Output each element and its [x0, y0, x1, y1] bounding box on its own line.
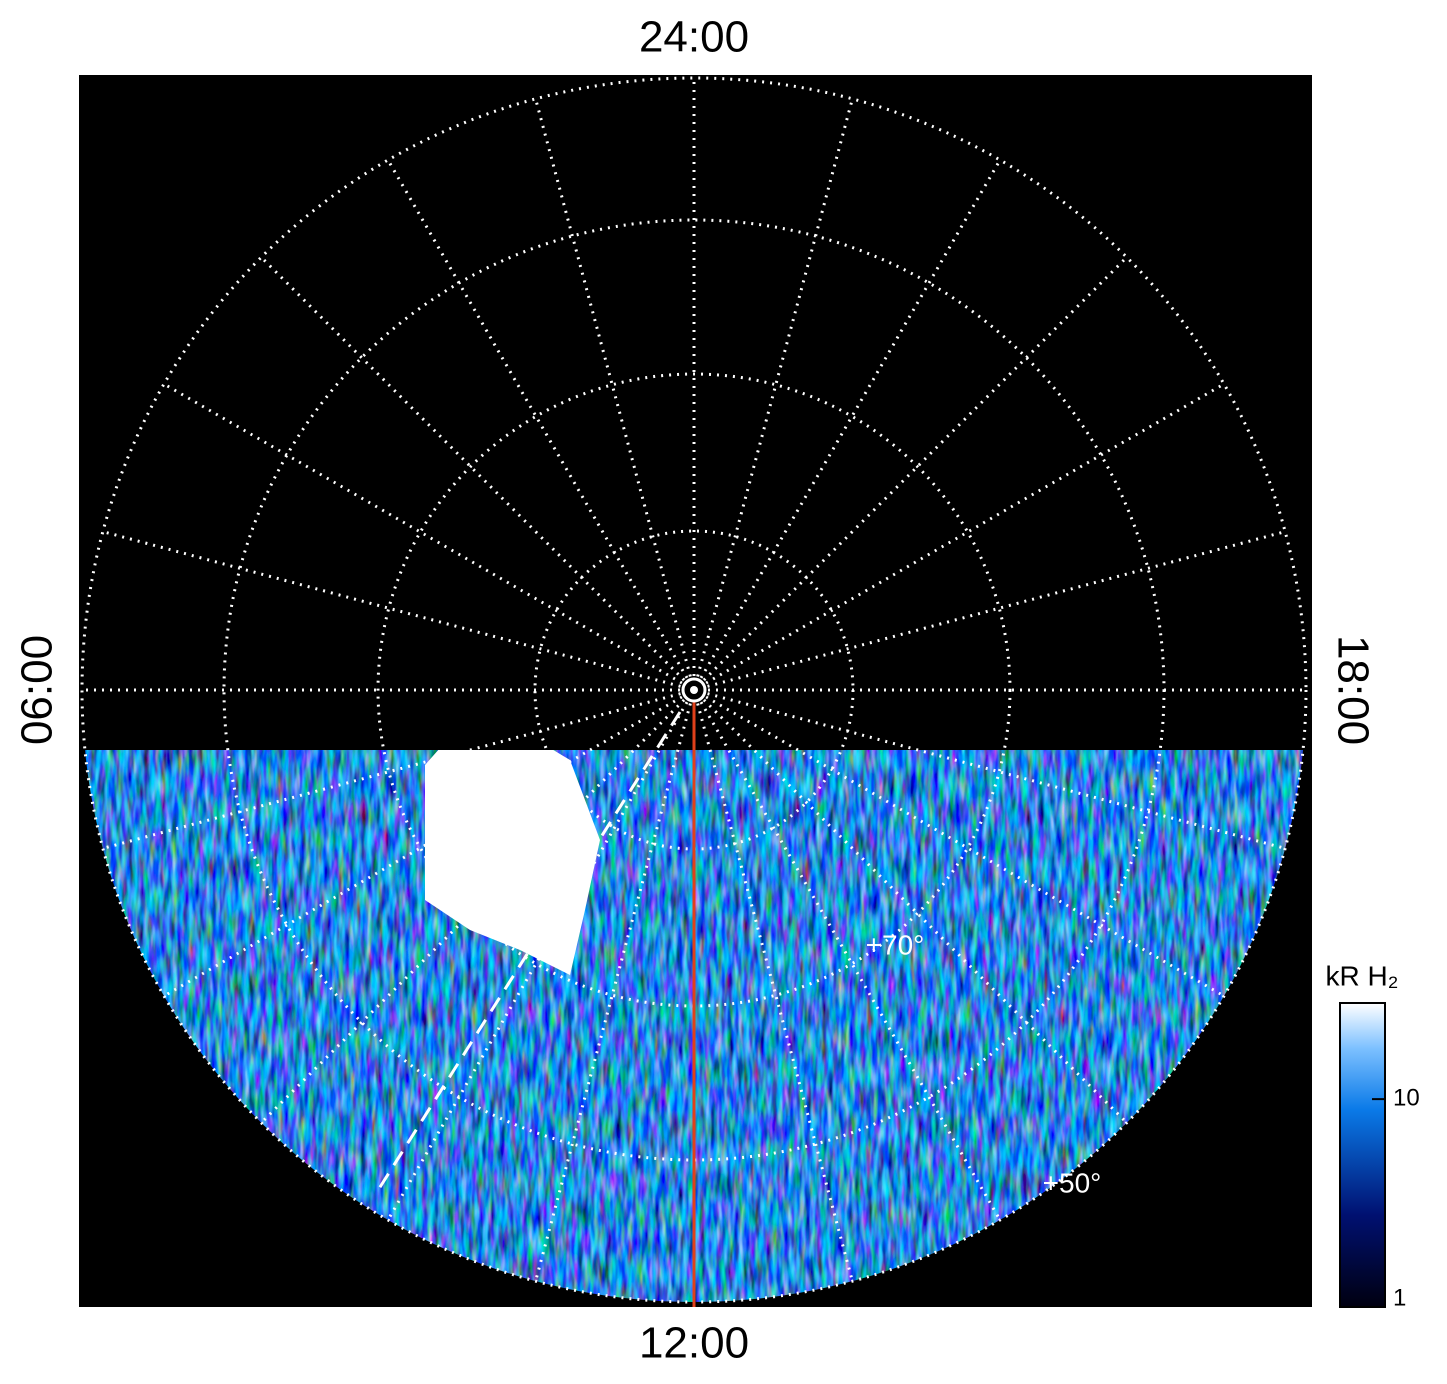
- pole-dot: [690, 686, 698, 694]
- pole-marker: [681, 677, 707, 703]
- colorbar-tick-label: 1: [1393, 1284, 1406, 1311]
- colorbar-ticks: 1 10: [1372, 1084, 1420, 1311]
- right-label: 18:00: [1328, 635, 1377, 745]
- top-label: 24:00: [639, 13, 749, 62]
- left-label: 06:00: [13, 635, 62, 745]
- colorbar-tick-label: 10: [1393, 1084, 1420, 1111]
- dashed-line: [373, 711, 682, 1196]
- latitude-label: +50°: [1043, 1167, 1102, 1198]
- bottom-label: 12:00: [639, 1319, 749, 1368]
- bright-region: [425, 750, 600, 975]
- latitude-label: +70°: [866, 929, 925, 960]
- colorbar-label: kR H₂: [1325, 960, 1398, 991]
- colorbar: [1339, 1002, 1386, 1308]
